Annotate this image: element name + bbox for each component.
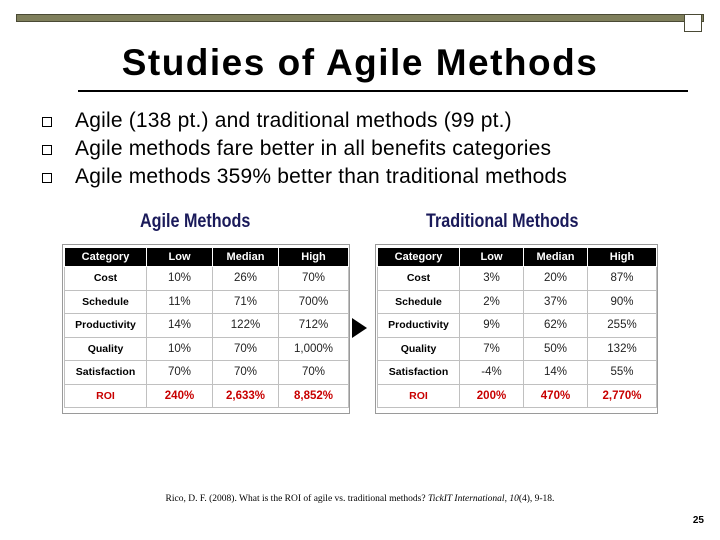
- traditional-table-heading: Traditional Methods: [426, 211, 579, 232]
- table-cell: 200%: [459, 383, 524, 408]
- square-bullet-icon: [42, 117, 52, 127]
- roi-row: ROI 200% 470% 2,770%: [377, 383, 657, 408]
- table-row: Cost 10% 26% 70%: [64, 266, 349, 291]
- column-header: Median: [212, 247, 279, 267]
- category-cell: Schedule: [377, 289, 460, 314]
- column-header: High: [278, 247, 349, 267]
- traditional-table-frame: [375, 244, 658, 414]
- table-row: Schedule 2% 37% 90%: [377, 289, 657, 314]
- agile-table-heading: Agile Methods: [140, 211, 251, 232]
- table-row: Quality 10% 70% 1,000%: [64, 336, 349, 361]
- page-number: 25: [692, 515, 704, 526]
- table-cell: 70%: [146, 360, 213, 385]
- column-header: Low: [146, 247, 213, 267]
- table-cell: 62%: [523, 313, 588, 338]
- column-header: Low: [459, 247, 524, 267]
- table-cell: 9%: [459, 313, 524, 338]
- table-row: Productivity 9% 62% 255%: [377, 313, 657, 338]
- table-cell: 700%: [278, 289, 349, 314]
- column-header: Median: [523, 247, 588, 267]
- square-bullet-icon: [42, 145, 52, 155]
- table-cell: 2,770%: [587, 383, 657, 408]
- table-row: Satisfaction -4% 14% 55%: [377, 360, 657, 385]
- table-row: Quality 7% 50% 132%: [377, 336, 657, 361]
- citation: Rico, D. F. (2008). What is the ROI of a…: [0, 494, 720, 504]
- table-cell: 2,633%: [212, 383, 279, 408]
- slide-title: Studies of Agile Methods: [121, 42, 599, 83]
- table-cell: 87%: [587, 266, 657, 291]
- table-cell: 2%: [459, 289, 524, 314]
- category-cell: Cost: [64, 266, 147, 291]
- table-cell: 70%: [278, 266, 349, 291]
- square-bullet-icon: [42, 173, 52, 183]
- table-cell: 122%: [212, 313, 279, 338]
- table-header-row: Category Low Median High: [377, 247, 657, 267]
- table-cell: 70%: [212, 360, 279, 385]
- bullet-item: Agile (138 pt.) and traditional methods …: [42, 107, 567, 135]
- table-header-row: Category Low Median High: [64, 247, 349, 267]
- table-cell: 50%: [523, 336, 588, 361]
- table-row: Cost 3% 20% 87%: [377, 266, 657, 291]
- table-cell: 70%: [278, 360, 349, 385]
- category-cell: Productivity: [377, 313, 460, 338]
- table-cell: 255%: [587, 313, 657, 338]
- roi-row: ROI 240% 2,633% 8,852%: [64, 383, 349, 408]
- bullet-item: Agile methods 359% better than tradition…: [42, 163, 567, 191]
- table-row: Productivity 14% 122% 712%: [64, 313, 349, 338]
- table-cell: 10%: [146, 336, 213, 361]
- table-cell: 132%: [587, 336, 657, 361]
- bullet-item: Agile methods fare better in all benefit…: [42, 135, 567, 163]
- title-underline: [78, 90, 688, 92]
- citation-journal: TickIT International: [427, 494, 505, 504]
- category-cell: Quality: [64, 336, 147, 361]
- category-cell: Productivity: [64, 313, 147, 338]
- column-header: High: [587, 247, 657, 267]
- table-cell: 71%: [212, 289, 279, 314]
- table-cell: 90%: [587, 289, 657, 314]
- citation-volume: 10: [509, 494, 519, 504]
- table-row: Schedule 11% 71% 700%: [64, 289, 349, 314]
- table-cell: 37%: [523, 289, 588, 314]
- table-cell: 470%: [523, 383, 588, 408]
- agile-methods-table: Category Low Median High Cost 10% 26% 70…: [64, 247, 349, 408]
- bullet-text: Agile (138 pt.) and traditional methods …: [75, 109, 512, 132]
- table-cell: -4%: [459, 360, 524, 385]
- category-cell: Cost: [377, 266, 460, 291]
- table-cell: 55%: [587, 360, 657, 385]
- table-cell: 3%: [459, 266, 524, 291]
- bullet-list: Agile (138 pt.) and traditional methods …: [42, 107, 567, 191]
- citation-prefix: Rico, D. F. (2008). What is the ROI of a…: [165, 494, 428, 504]
- table-cell: 7%: [459, 336, 524, 361]
- top-decorative-bar: [16, 14, 704, 22]
- table-cell: 20%: [523, 266, 588, 291]
- category-cell: ROI: [64, 383, 147, 408]
- arrow-right-icon: [352, 318, 367, 338]
- bullet-text: Agile methods fare better in all benefit…: [75, 137, 552, 160]
- table-cell: 14%: [523, 360, 588, 385]
- agile-table-frame: [62, 244, 350, 414]
- category-cell: Satisfaction: [377, 360, 460, 385]
- corner-square-decoration: [684, 14, 702, 32]
- table-cell: 14%: [146, 313, 213, 338]
- citation-separator: ,: [504, 494, 510, 504]
- citation-suffix: (4), 9-18.: [518, 494, 555, 504]
- table-cell: 26%: [212, 266, 279, 291]
- table-cell: 11%: [146, 289, 213, 314]
- table-cell: 8,852%: [278, 383, 349, 408]
- table-row: Satisfaction 70% 70% 70%: [64, 360, 349, 385]
- column-header: Category: [377, 247, 460, 267]
- category-cell: Schedule: [64, 289, 147, 314]
- table-cell: 712%: [278, 313, 349, 338]
- table-cell: 1,000%: [278, 336, 349, 361]
- category-cell: Satisfaction: [64, 360, 147, 385]
- category-cell: ROI: [377, 383, 460, 408]
- table-cell: 240%: [146, 383, 213, 408]
- column-header: Category: [64, 247, 147, 267]
- table-cell: 10%: [146, 266, 213, 291]
- table-cell: 70%: [212, 336, 279, 361]
- category-cell: Quality: [377, 336, 460, 361]
- bullet-text: Agile methods 359% better than tradition…: [75, 165, 568, 188]
- traditional-methods-table: Category Low Median High Cost 3% 20% 87%…: [377, 247, 657, 408]
